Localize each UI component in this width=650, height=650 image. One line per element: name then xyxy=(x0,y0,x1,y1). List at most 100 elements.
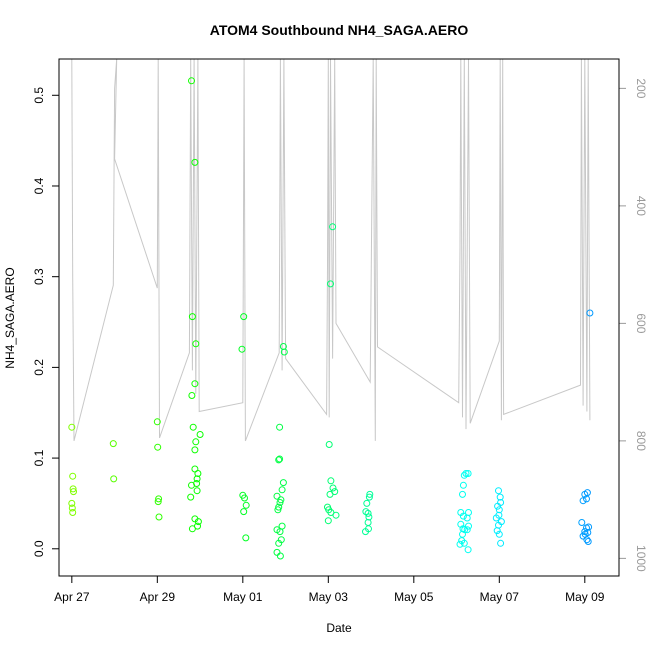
right-tick-label: 400 xyxy=(634,196,648,216)
data-point xyxy=(579,532,587,540)
data-point xyxy=(365,493,373,501)
data-point xyxy=(240,313,248,321)
data-point xyxy=(193,487,201,495)
data-point xyxy=(332,511,340,519)
data-point xyxy=(191,380,199,388)
data-point xyxy=(584,538,592,545)
data-point xyxy=(241,494,248,502)
right-tick-label: 800 xyxy=(634,431,648,451)
x-tick-label: Apr 27 xyxy=(54,590,90,604)
data-point xyxy=(188,392,196,399)
y-tick-label: 0.2 xyxy=(32,359,46,376)
data-point xyxy=(465,522,472,530)
data-point xyxy=(495,487,502,495)
data-point xyxy=(192,438,200,446)
data-point xyxy=(456,540,464,548)
data-point xyxy=(69,472,77,480)
data-point xyxy=(276,423,284,431)
data-point xyxy=(459,490,466,498)
data-point xyxy=(275,539,283,547)
data-point xyxy=(460,471,468,479)
data-point xyxy=(276,528,284,536)
data-point xyxy=(274,506,282,514)
data-point xyxy=(578,519,586,526)
data-point xyxy=(238,345,246,353)
data-point xyxy=(581,528,589,536)
data-point xyxy=(325,441,333,448)
data-point xyxy=(189,423,197,431)
data-point xyxy=(329,223,337,231)
data-point xyxy=(327,477,335,485)
data-point xyxy=(494,502,502,510)
data-point xyxy=(364,509,372,517)
data-point xyxy=(196,431,204,438)
data-point xyxy=(191,158,199,166)
y-tick-label: 0.4 xyxy=(32,177,46,194)
data-point xyxy=(326,490,334,498)
data-point xyxy=(154,443,162,451)
x-tick-label: Apr 29 xyxy=(140,590,176,604)
data-point xyxy=(273,548,281,556)
data-point xyxy=(188,313,196,321)
x-tick-label: May 09 xyxy=(565,590,605,604)
data-point xyxy=(459,481,467,489)
right-tick-label: 1000 xyxy=(634,545,648,572)
altitude-profile-line xyxy=(71,58,591,442)
y-tick-label: 0.5 xyxy=(32,87,46,104)
data-point xyxy=(187,493,195,501)
data-point xyxy=(279,479,287,487)
chart-title: ATOM4 Southbound NH4_SAGA.AERO xyxy=(210,22,469,38)
data-point xyxy=(495,530,503,538)
data-point xyxy=(276,552,284,560)
plot-frame xyxy=(58,58,620,577)
altitude-profile-layer xyxy=(71,58,591,442)
data-point xyxy=(327,280,334,288)
data-point xyxy=(366,490,374,498)
data-point xyxy=(497,539,505,547)
data-point xyxy=(275,456,283,464)
data-point xyxy=(276,499,284,506)
data-point xyxy=(69,485,77,493)
data-point xyxy=(69,509,77,516)
data-point xyxy=(188,77,195,85)
data-point xyxy=(495,506,503,514)
axes-layer: Apr 27 Apr 29 May 01 May 03 May 05 May 07 May … xyxy=(32,78,648,604)
y-tick-label: 0.3 xyxy=(32,268,46,285)
y-tick-label: 0.0 xyxy=(32,540,46,557)
data-point xyxy=(362,528,369,536)
data-point xyxy=(276,455,284,463)
right-tick-label: 200 xyxy=(634,78,648,98)
data-point xyxy=(68,504,76,512)
data-point xyxy=(324,517,332,525)
data-point xyxy=(109,440,117,448)
data-points-layer xyxy=(68,77,594,560)
data-point xyxy=(462,470,470,477)
data-point xyxy=(273,492,281,500)
x-axis-label: Date xyxy=(326,621,352,635)
data-point xyxy=(188,525,196,533)
x-tick-label: May 07 xyxy=(480,590,520,604)
data-point xyxy=(362,508,370,516)
data-point xyxy=(280,348,288,356)
data-point xyxy=(240,508,248,516)
data-point xyxy=(496,493,504,501)
data-point xyxy=(191,446,199,454)
y-axis-label: NH4_SAGA.AERO xyxy=(3,267,17,368)
data-point xyxy=(194,518,202,526)
data-point xyxy=(460,539,468,547)
data-point xyxy=(586,309,594,317)
data-point xyxy=(153,418,161,426)
right-tick-label: 600 xyxy=(634,313,648,333)
data-point xyxy=(68,423,76,431)
x-tick-label: May 05 xyxy=(394,590,434,604)
data-point xyxy=(193,475,201,483)
data-point xyxy=(192,340,200,348)
data-point xyxy=(194,470,202,477)
data-point xyxy=(583,536,591,544)
x-tick-label: May 01 xyxy=(223,590,263,604)
data-point xyxy=(242,534,250,542)
data-point xyxy=(583,495,590,503)
data-point xyxy=(242,501,250,509)
data-point xyxy=(329,484,337,492)
